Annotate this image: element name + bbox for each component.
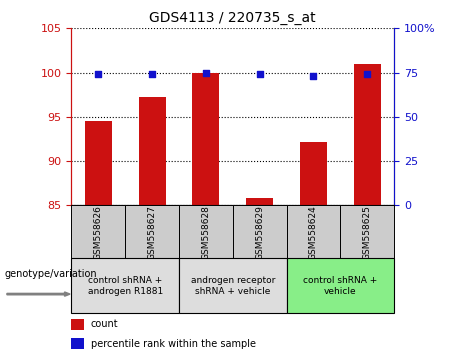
- Text: control shRNA +
vehicle: control shRNA + vehicle: [303, 276, 378, 296]
- Text: GSM558627: GSM558627: [148, 205, 157, 260]
- Bar: [85, 121, 112, 205]
- Text: GSM558628: GSM558628: [201, 205, 210, 260]
- Bar: [287, 205, 340, 260]
- Point: [202, 70, 210, 75]
- Point: [148, 72, 156, 77]
- Text: GSM558624: GSM558624: [309, 205, 318, 260]
- Bar: [125, 205, 179, 260]
- Text: GSM558629: GSM558629: [255, 205, 264, 260]
- Text: control shRNA +
androgen R1881: control shRNA + androgen R1881: [88, 276, 163, 296]
- Text: GSM558626: GSM558626: [94, 205, 103, 260]
- Bar: [193, 73, 219, 205]
- Text: count: count: [91, 319, 118, 330]
- Text: androgen receptor
shRNA + vehicle: androgen receptor shRNA + vehicle: [190, 276, 275, 296]
- Bar: [233, 205, 287, 260]
- Point: [256, 72, 263, 77]
- Text: GSM558625: GSM558625: [363, 205, 372, 260]
- Bar: [179, 205, 233, 260]
- Bar: [71, 338, 84, 349]
- Bar: [340, 205, 394, 260]
- Bar: [354, 64, 381, 205]
- Bar: [246, 198, 273, 205]
- Title: GDS4113 / 220735_s_at: GDS4113 / 220735_s_at: [149, 11, 316, 24]
- Text: genotype/variation: genotype/variation: [5, 269, 97, 279]
- Point: [364, 72, 371, 77]
- Bar: [139, 97, 165, 205]
- Bar: [71, 205, 125, 260]
- Point: [95, 72, 102, 77]
- Bar: [287, 258, 394, 313]
- Bar: [179, 258, 287, 313]
- Point: [310, 73, 317, 79]
- Bar: [71, 258, 179, 313]
- Bar: [71, 319, 84, 330]
- Bar: [300, 142, 327, 205]
- Text: percentile rank within the sample: percentile rank within the sample: [91, 339, 256, 349]
